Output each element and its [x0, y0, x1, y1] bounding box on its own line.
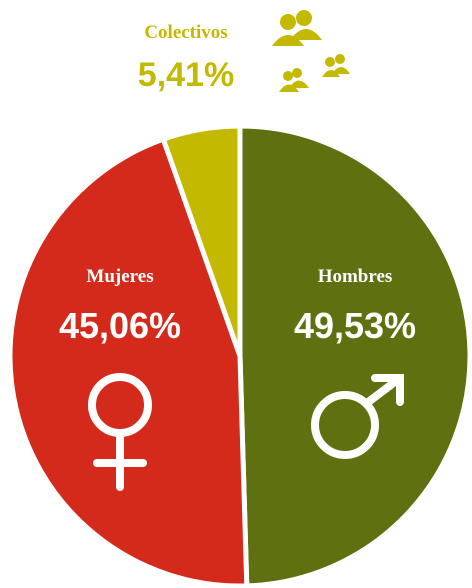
slice-value-label: 45,06%	[59, 305, 181, 346]
pie-slice	[237, 123, 472, 588]
slice-name: Hombres	[318, 266, 393, 287]
female-symbol	[88, 373, 152, 491]
pie	[7, 123, 472, 588]
slice-name: Colectivos	[144, 22, 227, 43]
pie-slice	[160, 123, 243, 359]
male-symbol	[311, 374, 404, 459]
pie-slice	[7, 136, 250, 588]
slice-name: Mujeres	[86, 266, 153, 287]
slice-value-label: 49,53%	[294, 305, 416, 346]
people-icons	[272, 10, 350, 92]
slice-value-label: 5,41%	[138, 56, 234, 94]
